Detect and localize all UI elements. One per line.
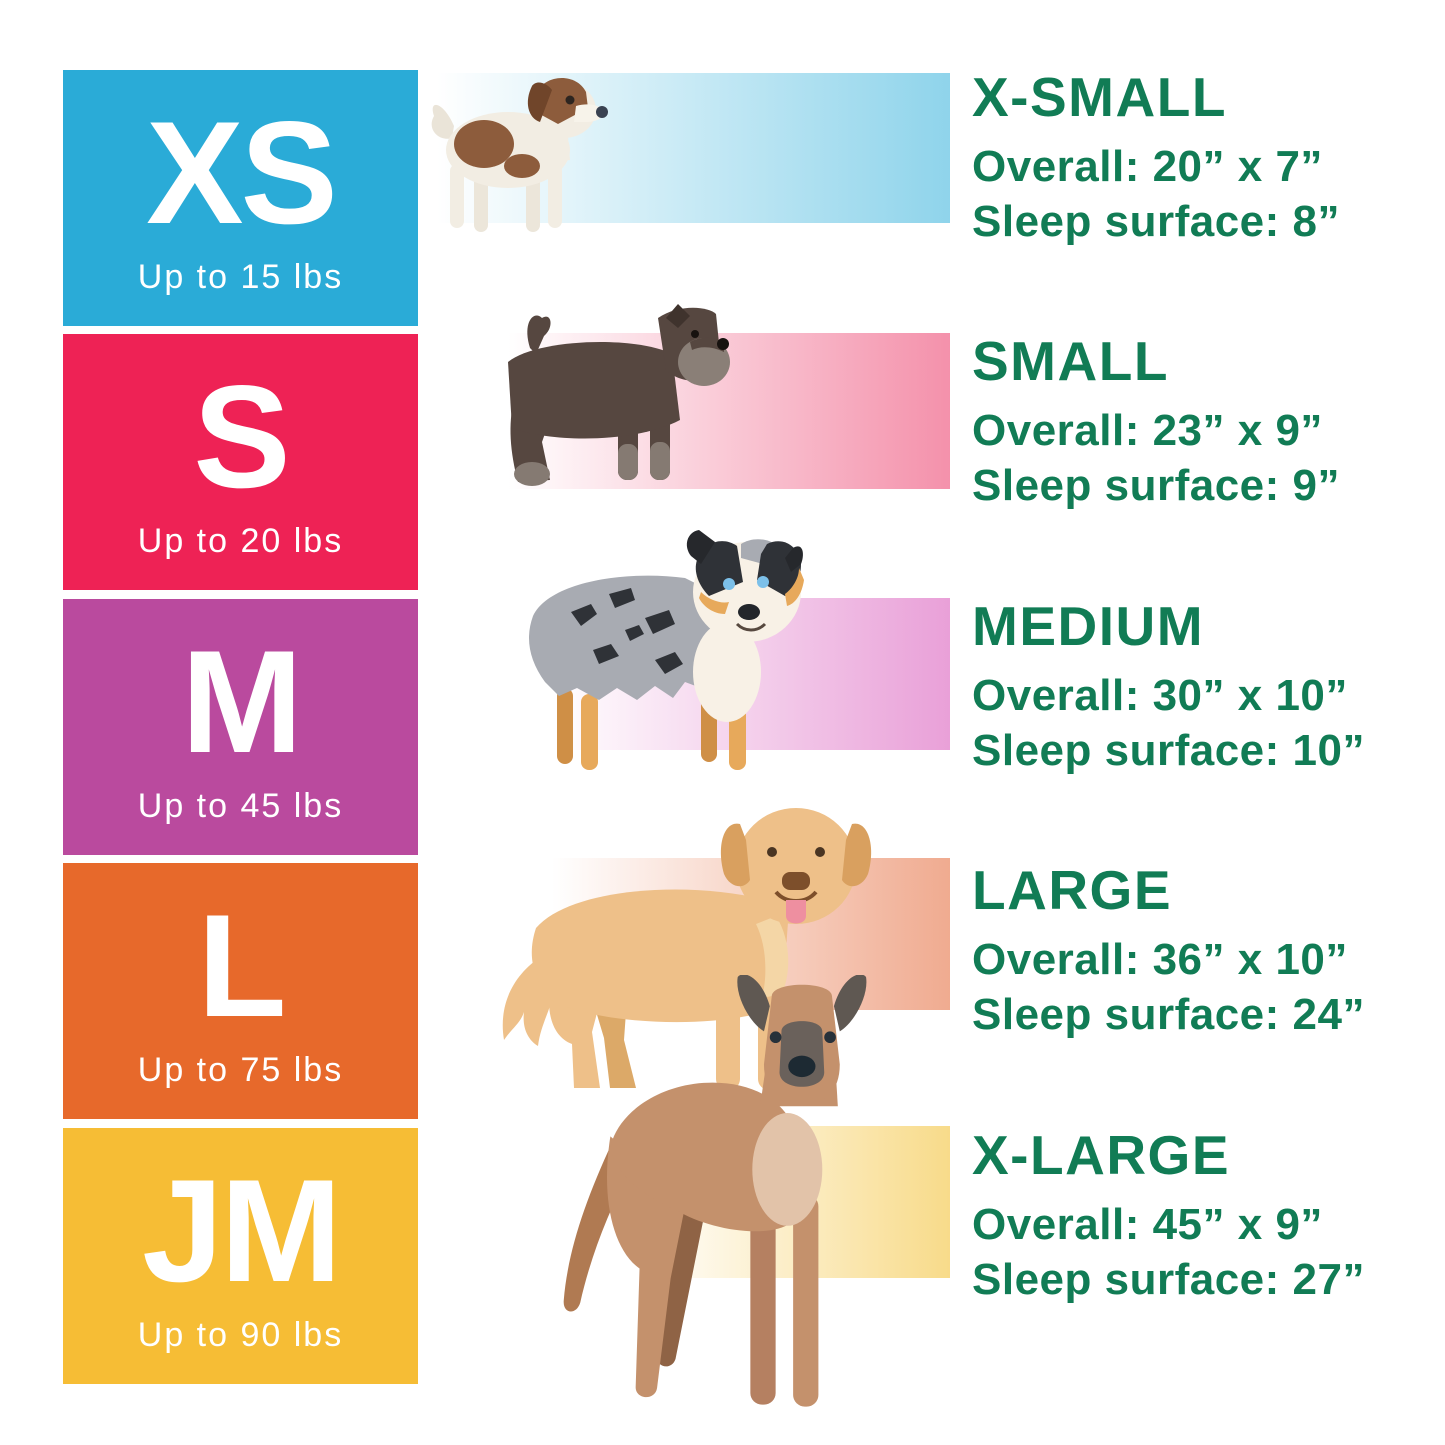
sleep-surface-dimensions: Sleep surface: 9”: [972, 461, 1340, 510]
size-info-x-large: X-LARGE Overall: 45” x 9” Sleep surface:…: [972, 1128, 1365, 1307]
weight-limit-label: Up to 75 lbs: [137, 1050, 344, 1089]
size-box-jm: JM Up to 90 lbs: [63, 1128, 418, 1384]
size-name-label: SMALL: [972, 330, 1169, 392]
overall-dimensions: Overall: 23” x 9”: [972, 406, 1323, 455]
size-name-label: X-SMALL: [972, 66, 1227, 128]
great-dane-icon: [548, 975, 908, 1427]
sleep-surface-dimensions: Sleep surface: 24”: [972, 990, 1365, 1039]
overall-dimensions: Overall: 30” x 10”: [972, 671, 1348, 720]
weight-limit-label: Up to 15 lbs: [137, 257, 344, 296]
weight-limit-label: Up to 45 lbs: [137, 786, 344, 825]
sleep-surface-dimensions: Sleep surface: 10”: [972, 726, 1365, 775]
golden-retriever-icon: [478, 788, 883, 1103]
size-name-label: X-LARGE: [972, 1124, 1230, 1186]
size-info-x-small: X-SMALL Overall: 20” x 7” Sleep surface:…: [972, 70, 1340, 249]
jack-russell-terrier-icon: [424, 68, 629, 240]
size-box-xs: XS Up to 15 lbs: [63, 70, 418, 326]
size-code-label: XS: [146, 90, 338, 254]
australian-shepherd-icon: [505, 520, 805, 780]
size-info-medium: MEDIUM Overall: 30” x 10” Sleep surface:…: [972, 599, 1365, 778]
sleep-surface-dimensions: Sleep surface: 27”: [972, 1255, 1365, 1304]
weight-limit-label: Up to 20 lbs: [137, 521, 344, 560]
overall-dimensions: Overall: 36” x 10”: [972, 935, 1348, 984]
miniature-schnauzer-icon: [468, 302, 743, 497]
size-name-label: LARGE: [972, 859, 1172, 921]
size-box-l: L Up to 75 lbs: [63, 863, 418, 1119]
size-box-s: S Up to 20 lbs: [63, 334, 418, 590]
size-info-large: LARGE Overall: 36” x 10” Sleep surface: …: [972, 863, 1365, 1042]
size-code-label: S: [193, 354, 290, 518]
size-box-m: M Up to 45 lbs: [63, 599, 418, 855]
overall-dimensions: Overall: 20” x 7”: [972, 142, 1323, 191]
overall-dimensions: Overall: 45” x 9”: [972, 1200, 1323, 1249]
size-code-label: L: [197, 883, 286, 1047]
size-code-label: JM: [142, 1148, 342, 1312]
weight-limit-label: Up to 90 lbs: [137, 1315, 344, 1354]
size-name-label: MEDIUM: [972, 595, 1205, 657]
sleep-surface-dimensions: Sleep surface: 8”: [972, 197, 1340, 246]
size-code-label: M: [181, 619, 303, 783]
size-info-small: SMALL Overall: 23” x 9” Sleep surface: 9…: [972, 334, 1340, 513]
